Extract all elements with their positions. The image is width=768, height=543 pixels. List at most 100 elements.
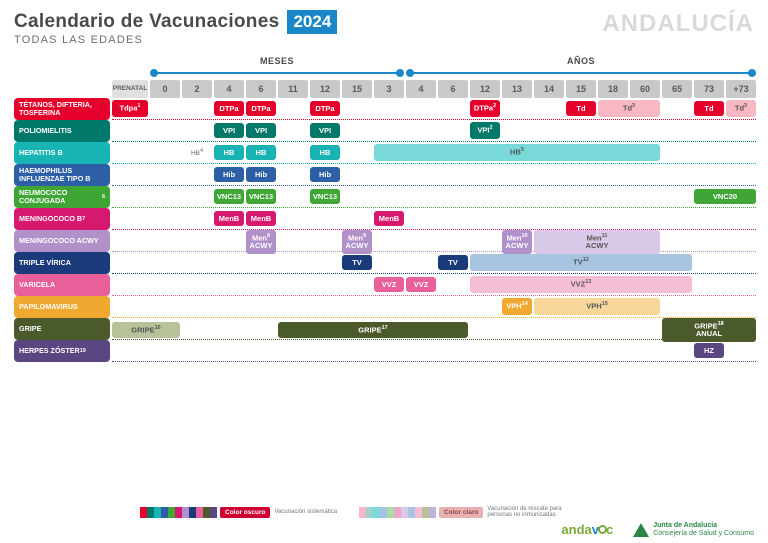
dose-cell: VPI2 [470,122,500,138]
dose-cell: Td [694,101,724,117]
dose-cell: VNC20 [694,189,756,205]
title-row: Calendario de Vacunaciones 2024 [14,10,337,34]
dose-cell: Men8ACWY [246,230,276,254]
age-col-m11: 11 [278,80,308,98]
dose-cell: GRIPE17 [278,322,468,338]
vaccine-label-hepatitis-b: HEPATITIS B [14,142,110,164]
year-badge: 2024 [287,10,337,34]
dose-cell: Men9ACWY [342,230,372,254]
header-left: Calendario de Vacunaciones 2024 TODAS LA… [14,10,337,46]
legend-light-badge: Color claro [439,507,483,518]
vaccine-row: VPIVPIVPIVPI2 [112,120,756,142]
dark-swatches [140,507,217,518]
vaccine-row: VVZVVZVVZ13 [112,274,756,296]
vaccine-label-meningococo-b: MENINGOCOCO B7 [14,208,110,230]
dose-cell: DTPa2 [470,100,500,116]
dose-cell: Tdpa1 [112,100,148,116]
vaccine-row: HB4HBHBHBHB5 [112,142,756,164]
age-col-y15: 15 [566,80,596,98]
dose-cell: Td [566,101,596,117]
vaccine-label-poliomielitis: POLIOMIELITIS [14,120,110,142]
dose-cell: VPI [310,123,340,139]
dose-cell: MenB [214,211,244,227]
timeline-segment [150,66,404,80]
dose-cell: Men11ACWY [534,230,660,254]
light-swatches [359,507,436,518]
dose-cell: MenB [246,211,276,227]
dose-cell: VNC13 [310,189,340,205]
dose-cell: VPH15 [534,298,660,314]
age-col-m2: 2 [182,80,212,98]
header: Calendario de Vacunaciones 2024 TODAS LA… [14,10,754,46]
dose-cell: VPI [246,123,276,139]
vaccine-row: TVTVTV12 [112,252,756,274]
dose-cell: Hib [214,167,244,183]
age-col-m6: 6 [246,80,276,98]
dose-cell: Hib [310,167,340,183]
age-col-m0: 0 [150,80,180,98]
junta-line2: Consejería de Salud y Consumo [653,530,754,537]
dose-cell: Men10ACWY [502,230,532,254]
vaccine-row: Men8ACWY Men9ACWY Men10ACWYMen11ACWY [112,230,756,252]
dose-cell: Td3 [598,100,660,116]
page-title: Calendario de Vacunaciones [14,11,279,33]
age-col-prenatal: PRENATAL [112,80,148,98]
vaccine-row: Tdpa1DTPaDTPaDTPaDTPa2TdTd3TdTd3 [112,98,756,120]
vaccine-label-gripe: GRIPE [14,318,110,340]
dose-cell: Td3 [726,100,756,116]
dose-cell: VNC13 [214,189,244,205]
legend-light: Color claro Vacunación de rescate para p… [359,506,567,519]
age-col-y14: 14 [534,80,564,98]
legend-dark-text: Vacunación sistemática [274,509,337,516]
age-col-y13: 13 [502,80,532,98]
age-col-y3: 3 [374,80,404,98]
vaccine-row: GRIPE16 GRIPE17 GRIPE18ANUAL [112,318,756,340]
region-label: ANDALUCÍA [602,10,754,38]
logo-junta: Junta de Andalucía Consejería de Salud y… [633,522,754,537]
dose-cell: TV [438,255,468,271]
age-col-y73p: +73 [726,80,756,98]
vaccine-label-varicela: VARICELA [14,274,110,296]
dose-cell: VPI [214,123,244,139]
dose-cell: MenB [374,211,404,227]
logo-andavac: andavc [561,522,613,537]
period-months-label: MESES [150,56,404,66]
period-years-label: AÑOS [406,56,756,66]
dose-cell: DTPa [246,101,276,117]
vaccine-row: MenBMenBMenB [112,208,756,230]
legend-light-text: Vacunación de rescate para personas no i… [487,506,567,519]
dose-cell: HB5 [374,144,660,160]
age-col-y18: 18 [598,80,628,98]
vaccine-label-haemophilus-influenzae-tipo-b: HAEMOPHILUS INFLUENZAE TIPO B [14,164,110,186]
vaccine-row: VNC13VNC13VNC13VNC20 [112,186,756,208]
age-col-y4: 4 [406,80,436,98]
age-col-y65: 65 [662,80,692,98]
dose-cell: DTPa [310,101,340,117]
legend: Color oscuro Vacunación sistemática Colo… [140,506,567,519]
timeline-segment [406,66,756,80]
vaccine-row: HibHibHib [112,164,756,186]
vaccine-label-t-tanos-difteria-tosferina: TÉTANOS, DIFTERIA, TOSFERINA [14,98,110,120]
dose-cell: DTPa [214,101,244,117]
dose-cell: GRIPE18ANUAL [662,318,756,342]
age-col-m12: 12 [310,80,340,98]
dose-cell: GRIPE16 [112,322,180,338]
footer: andavc Junta de Andalucía Consejería de … [561,522,754,537]
page: Calendario de Vacunaciones 2024 TODAS LA… [0,0,768,543]
junta-icon [633,523,649,537]
dose-cell: HB [214,145,244,161]
legend-dark: Color oscuro Vacunación sistemática [140,507,337,518]
subtitle: TODAS LAS EDADES [14,34,337,46]
vaccine-label-triple-v-rica: TRIPLE VÍRICA [14,252,110,274]
age-col-m15: 15 [342,80,372,98]
dose-cell: TV [342,255,372,271]
vaccine-row: VPH14VPH15 [112,296,756,318]
dose-cell: HZ [694,343,724,359]
age-col-y73: 73 [694,80,724,98]
legend-dark-badge: Color oscuro [220,507,270,518]
dose-cell: VVZ13 [470,276,692,292]
vaccine-label-papilomavirus: PAPILOMAVIRUS [14,296,110,318]
junta-text: Junta de Andalucía Consejería de Salud y… [653,522,754,537]
dose-cell: Hib [246,167,276,183]
age-col-y60: 60 [630,80,660,98]
